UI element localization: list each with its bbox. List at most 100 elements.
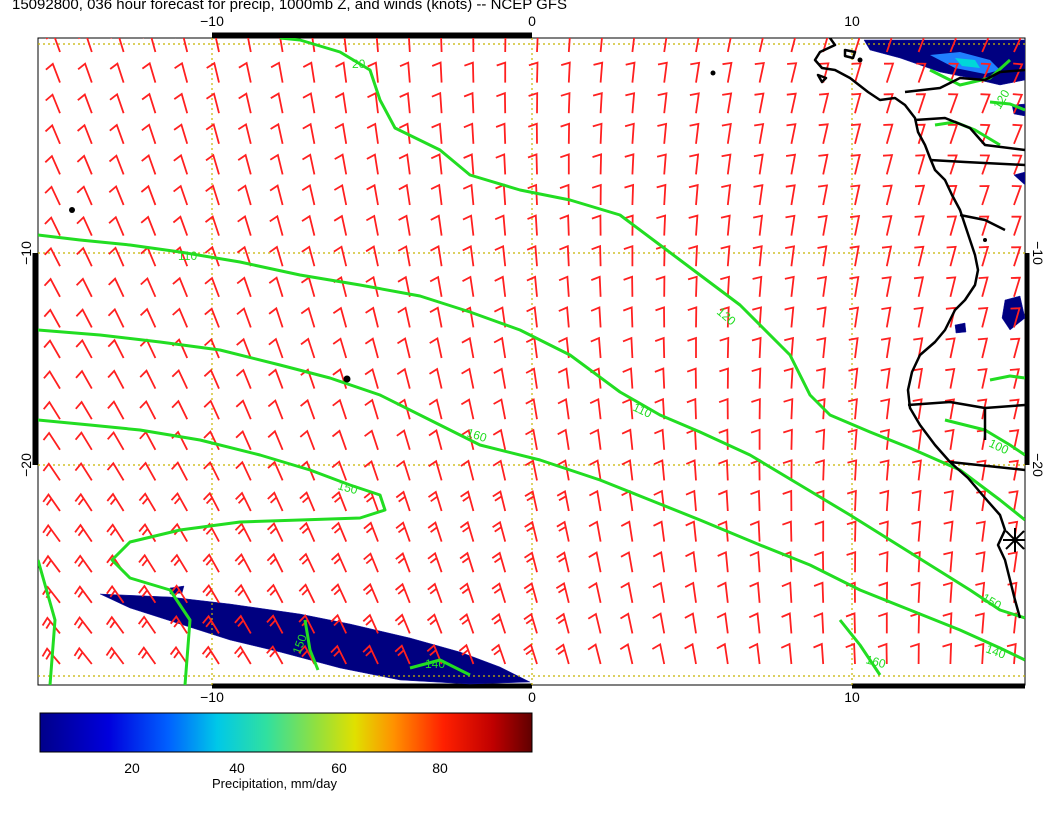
wind-barb (140, 184, 157, 206)
wind-barb (106, 584, 125, 604)
wind-barb (1009, 368, 1020, 389)
wind-barb (462, 245, 475, 267)
wind-barb (850, 153, 861, 175)
wind-barb (943, 489, 954, 512)
wind-barb (362, 613, 379, 634)
wind-barb (205, 153, 220, 175)
wind-barb (237, 215, 252, 236)
wind-barb (847, 428, 858, 450)
wind-barb (758, 38, 764, 53)
wind-barb (1007, 551, 1018, 573)
wind-barb (140, 276, 157, 298)
wind-barb (914, 245, 925, 267)
wind-barb (814, 520, 825, 542)
wind-barb (331, 521, 348, 542)
wind-barb (491, 612, 507, 634)
wind-barb (849, 245, 860, 267)
wind-barb (785, 214, 796, 236)
wind-barb (1010, 307, 1021, 328)
wind-barb (74, 523, 93, 543)
wind-barb (845, 642, 856, 665)
wind-barb (879, 459, 890, 481)
wind-barb (492, 520, 507, 542)
wind-barb (397, 275, 411, 297)
wind-barb (949, 38, 958, 53)
wind-barb (495, 122, 507, 144)
wind-barb (526, 275, 538, 297)
wind-barb (203, 368, 220, 389)
wind-barb (204, 307, 220, 328)
wind-barb (721, 153, 732, 175)
wind-barb (1008, 490, 1019, 512)
wind-barb (175, 38, 189, 53)
wind-barb (137, 615, 157, 634)
y-tick-left: −20 (18, 453, 34, 477)
wind-barb (331, 460, 348, 481)
wind-barb (589, 428, 602, 450)
wind-barb (365, 275, 379, 298)
wind-barb (302, 122, 316, 144)
asterisk-marker (1003, 528, 1025, 552)
border-line (949, 460, 1025, 472)
wind-barb (73, 646, 93, 665)
wind-barb (43, 369, 61, 390)
wind-barb (504, 38, 507, 53)
wind-barb (203, 460, 220, 481)
wind-barb (169, 645, 188, 665)
wind-barb (299, 429, 316, 451)
wind-barb (173, 92, 189, 114)
y-tick-left: −10 (18, 241, 34, 265)
wind-barb (656, 183, 667, 206)
wind-barb (494, 244, 507, 267)
wind-barb (235, 399, 252, 420)
island-dot (343, 375, 351, 383)
contour-label: 20 (352, 57, 366, 71)
wind-barb (235, 368, 252, 389)
wind-barb (567, 38, 571, 53)
wind-barb (588, 551, 602, 573)
wind-barb (560, 61, 571, 83)
wind-barb (815, 428, 826, 450)
wind-barb (917, 38, 925, 53)
wind-barb (109, 123, 125, 145)
wind-barb (883, 62, 895, 83)
wind-barb (270, 61, 284, 83)
wind-barb (819, 92, 830, 114)
wind-barb (881, 306, 892, 328)
wind-barb (654, 367, 666, 389)
wind-barb (980, 62, 992, 83)
wind-barb (695, 38, 700, 53)
wind-barb (978, 307, 989, 328)
contour-labels: 20 110 120 110 100 160 150 140 150 140 1… (178, 57, 1013, 671)
wind-barb (977, 337, 989, 359)
wind-barb (621, 459, 634, 481)
colorbar: 20 40 60 80 (39, 712, 533, 776)
wind-barb (398, 183, 411, 206)
wind-barb (330, 613, 348, 634)
wind-barb (366, 122, 379, 144)
wind-barb (269, 153, 284, 175)
wind-barb (684, 642, 697, 665)
wind-barb (625, 92, 636, 114)
wind-barb (590, 306, 602, 328)
wind-barb (1009, 398, 1020, 420)
wind-barb (269, 245, 284, 267)
wind-barb (783, 367, 794, 389)
wind-barb (43, 308, 61, 328)
wind-barb (396, 367, 411, 389)
wind-barb (472, 38, 475, 53)
wind-barb (654, 397, 666, 420)
wind-barb (238, 61, 252, 83)
wind-barb (268, 276, 284, 298)
wind-barb (878, 612, 888, 634)
contour-line (929, 58, 1012, 87)
wind-barb (173, 184, 189, 206)
wind-barb (525, 367, 538, 389)
wind-barb (236, 337, 252, 359)
wind-barb (300, 398, 316, 420)
contour-line (989, 100, 1025, 112)
wind-barb (364, 367, 379, 389)
wind-barb (623, 244, 634, 267)
contour-label: 140 (425, 657, 445, 671)
wind-barb (878, 581, 889, 603)
